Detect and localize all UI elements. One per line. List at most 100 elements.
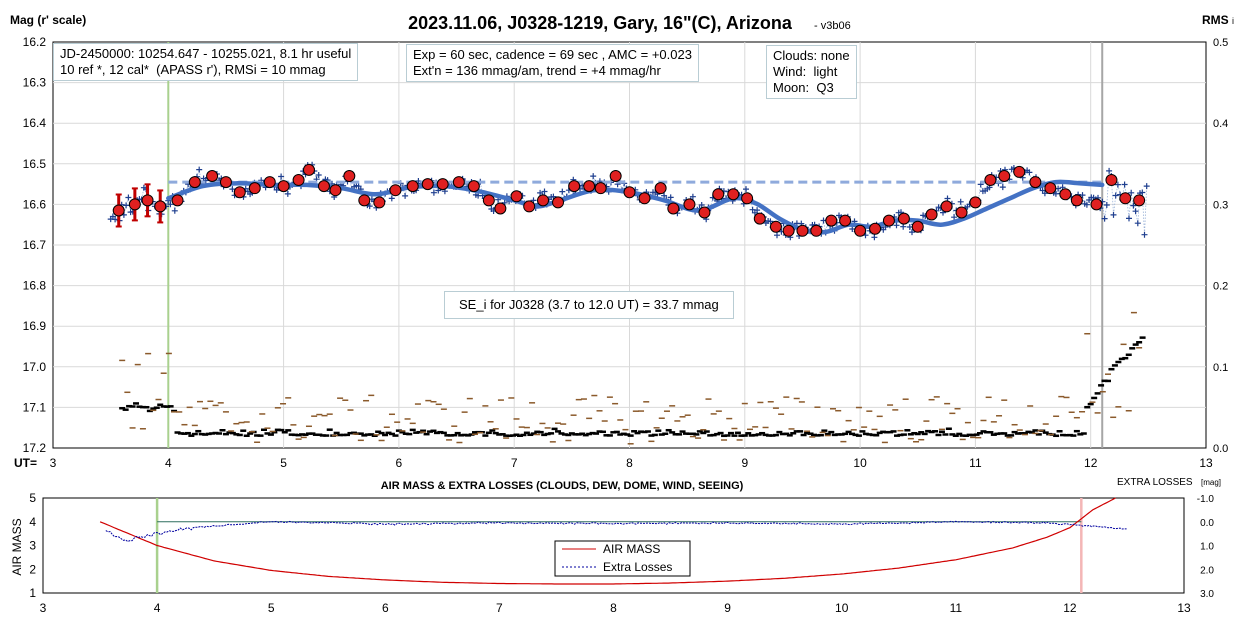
extra-losses-tick-label: -1.0 bbox=[1197, 494, 1215, 505]
binned-point bbox=[984, 174, 997, 187]
rms-tick-label: 0.4 bbox=[1213, 118, 1228, 130]
magnitude-tick-label: 17.2 bbox=[23, 441, 47, 455]
raw-point bbox=[1128, 189, 1135, 196]
binned-point bbox=[552, 196, 565, 209]
binned-point bbox=[373, 196, 386, 209]
binned-point bbox=[712, 188, 725, 201]
magnitude-tick-label: 16.7 bbox=[23, 238, 47, 252]
binned-points bbox=[112, 163, 1146, 237]
binned-point bbox=[667, 202, 680, 215]
raw-point bbox=[590, 173, 597, 180]
se-info-box: SE_i for J0328 (3.7 to 12.0 UT) = 33.7 m… bbox=[444, 291, 734, 319]
airmass-ut-tick-label: 8 bbox=[610, 601, 617, 615]
airmass-ticks: 5 4 3 2 1 bbox=[29, 491, 36, 600]
y-axis-label: Mag (r' scale) bbox=[10, 13, 86, 27]
airmass-ut-tick-label: 13 bbox=[1177, 601, 1191, 615]
raw-point bbox=[123, 202, 130, 209]
binned-point bbox=[638, 192, 651, 205]
raw-point bbox=[944, 195, 951, 202]
raw-point bbox=[125, 194, 132, 201]
raw-point bbox=[900, 223, 907, 230]
binned-point bbox=[998, 169, 1011, 182]
binned-point bbox=[594, 182, 607, 195]
airmass-ut-tick-label: 9 bbox=[724, 601, 731, 615]
airmass-tick-label: 3 bbox=[29, 539, 36, 553]
rms-tick-label: 0.1 bbox=[1213, 362, 1228, 374]
raw-point bbox=[909, 229, 915, 236]
binned-point bbox=[277, 180, 290, 193]
binned-point bbox=[782, 224, 795, 237]
binned-point bbox=[796, 224, 809, 237]
binned-point bbox=[568, 180, 581, 193]
raw-point bbox=[388, 195, 395, 202]
binned-point bbox=[112, 204, 125, 217]
raw-point bbox=[167, 201, 174, 208]
rms-tick-label: 0.2 bbox=[1213, 281, 1228, 293]
airmass-chart-title: AIR MASS & EXTRA LOSSES (CLOUDS, DEW, DO… bbox=[381, 480, 744, 492]
binned-point bbox=[1119, 192, 1132, 205]
chart-title: 2023.11.06, J0328-1219, Gary, 16"(C), Ar… bbox=[408, 13, 793, 33]
rms-tick-label: 0.5 bbox=[1213, 37, 1228, 49]
raw-point bbox=[767, 218, 774, 225]
raw-point bbox=[1101, 215, 1108, 222]
binned-point bbox=[188, 176, 201, 189]
binned-point bbox=[1070, 194, 1083, 207]
airmass-tick-label: 1 bbox=[29, 586, 36, 600]
raw-point bbox=[1079, 192, 1086, 199]
extra-losses-axis-unit: [mag] bbox=[1201, 478, 1221, 487]
airmass-ut-tick-label: 5 bbox=[268, 601, 275, 615]
ut-tick-label: 4 bbox=[165, 456, 172, 470]
ut-tick-label: 10 bbox=[853, 456, 867, 470]
ut-tick-label: 7 bbox=[511, 456, 518, 470]
binned-point bbox=[1013, 165, 1026, 178]
raw-point bbox=[951, 214, 958, 221]
raw-point bbox=[315, 172, 322, 178]
raw-point bbox=[537, 189, 544, 196]
binned-point bbox=[292, 174, 305, 187]
raw-point bbox=[1126, 215, 1132, 222]
raw-point bbox=[1130, 202, 1137, 209]
raw-point bbox=[1112, 192, 1119, 199]
raw-point bbox=[1139, 189, 1146, 196]
binned-point bbox=[537, 194, 550, 207]
binned-point bbox=[141, 194, 154, 207]
binned-point bbox=[436, 178, 449, 191]
binned-point bbox=[623, 186, 636, 199]
raw-point bbox=[1114, 181, 1121, 188]
raw-point bbox=[1103, 202, 1110, 208]
airmass-legend: AIR MASS Extra Losses bbox=[554, 540, 691, 577]
binned-point bbox=[609, 169, 622, 182]
ut-tick-label: 5 bbox=[280, 456, 287, 470]
binned-point bbox=[467, 180, 480, 193]
raw-point bbox=[196, 166, 203, 173]
ut-tick-label: 3 bbox=[50, 456, 57, 470]
raw-point bbox=[1041, 190, 1048, 197]
binned-point bbox=[343, 169, 356, 182]
binned-point bbox=[955, 206, 968, 219]
binned-point bbox=[329, 184, 342, 197]
binned-point bbox=[654, 182, 667, 195]
binned-point bbox=[128, 198, 141, 211]
raw-point bbox=[999, 184, 1006, 191]
binned-point bbox=[1133, 194, 1146, 207]
ut-ticks: 3 4 5 6 7 8 9 10 11 12 13 bbox=[50, 456, 1213, 470]
extra-losses-tick-label: 1.0 bbox=[1200, 542, 1214, 553]
binned-point bbox=[940, 200, 953, 213]
raw-point bbox=[1132, 208, 1139, 215]
fit-curve-line bbox=[166, 179, 1105, 235]
airmass-chart: AIR MASS & EXTRA LOSSES (CLOUDS, DEW, DO… bbox=[10, 477, 1221, 615]
raw-point bbox=[1083, 201, 1090, 208]
airmass-series bbox=[99, 497, 1127, 585]
ut-tick-label: 13 bbox=[1199, 456, 1213, 470]
binned-point bbox=[233, 186, 246, 199]
binned-point bbox=[969, 196, 982, 209]
binned-point bbox=[219, 176, 232, 189]
raw-point bbox=[1141, 231, 1148, 238]
airmass-ut-tick-label: 12 bbox=[1063, 601, 1077, 615]
raw-point bbox=[278, 173, 285, 180]
airmass-tick-label: 5 bbox=[29, 491, 36, 505]
raw-point bbox=[667, 194, 674, 201]
chart-version: - v3b06 bbox=[814, 20, 851, 32]
binned-point bbox=[206, 169, 219, 182]
